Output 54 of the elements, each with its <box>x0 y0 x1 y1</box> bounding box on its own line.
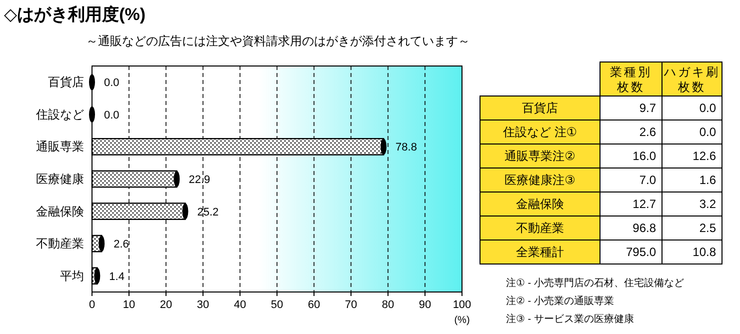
data-label: 2.6 <box>639 125 656 139</box>
x-tick-label: 30 <box>196 299 210 311</box>
data-label: 0.0 <box>699 125 716 139</box>
y-tick-label: 平均 <box>60 268 84 283</box>
x-tick-label: 60 <box>308 299 320 311</box>
x-tick-label: ハガキ刷枚数 <box>663 65 720 94</box>
data-label: 795.0 <box>626 245 656 259</box>
data-label: 0.0 <box>104 109 120 122</box>
y-tick-label: 医療健康注③ <box>504 173 576 187</box>
y-tick-label: 住設など 注① <box>502 125 578 139</box>
x-tick-label: 80 <box>382 299 394 311</box>
data-label: 12.6 <box>692 149 716 163</box>
y-tick-label: 不動産業 <box>516 221 564 235</box>
x-tick-label: 100 <box>452 299 472 311</box>
x-tick-label: 業種別枚数 <box>610 65 652 94</box>
y-tick-label: 不動産業 <box>36 236 84 251</box>
x-tick-label: 10 <box>122 299 136 311</box>
data-label: 0.0 <box>104 77 120 90</box>
data-label: 10.8 <box>692 245 716 259</box>
y-tick-label: 医療健康 <box>36 172 84 186</box>
data-label: 0.0 <box>699 101 716 115</box>
y-tick-label: 金融保険 <box>36 204 84 218</box>
data-label: 9.7 <box>639 101 656 115</box>
x-axis-title: (%) <box>454 315 470 326</box>
data-label: 22.9 <box>188 174 210 186</box>
data-label: 78.8 <box>396 142 417 154</box>
data-label: 2.5 <box>699 221 716 235</box>
x-tick-label: 40 <box>234 299 246 311</box>
y-tick-label: 金融保険 <box>516 197 564 211</box>
data-label: 96.8 <box>632 221 656 235</box>
text: 注① - 小売専門店の石材、住宅設備など <box>506 277 684 289</box>
y-tick-label: 百貨店 <box>522 101 558 115</box>
text: 注③ - サービス業の医療健康 <box>506 313 634 325</box>
data-label: 7.0 <box>639 173 656 187</box>
x-tick-label: 70 <box>344 299 358 311</box>
x-tick-label: 90 <box>418 299 432 311</box>
y-tick-label: 住設など <box>35 107 84 122</box>
y-tick-label: 通販専業注② <box>504 149 576 163</box>
x-tick-label: 20 <box>160 299 172 311</box>
data-label: 1.4 <box>109 270 124 283</box>
y-tick-label: 全業種計 <box>516 245 564 259</box>
data-label: 12.7 <box>632 197 656 211</box>
data-label: 1.6 <box>699 173 716 187</box>
y-tick-label: 百貨店 <box>48 75 84 90</box>
x-tick-label: 50 <box>270 299 284 311</box>
data-label: 3.2 <box>699 197 716 211</box>
text: 注② - 小売業の通販専業 <box>506 295 614 307</box>
y-tick-label: 通販専業 <box>36 140 84 154</box>
data-label: 16.0 <box>632 149 656 163</box>
chart-title: ◇はがき利用度(%) <box>4 5 146 24</box>
data-label: 25.2 <box>197 206 219 218</box>
chart-subtitle: ～通販などの広告には注文や資料請求用のはがきが添付されています～ <box>86 34 470 48</box>
data-label: 2.6 <box>114 238 129 251</box>
x-tick-label: 0 <box>88 299 96 311</box>
